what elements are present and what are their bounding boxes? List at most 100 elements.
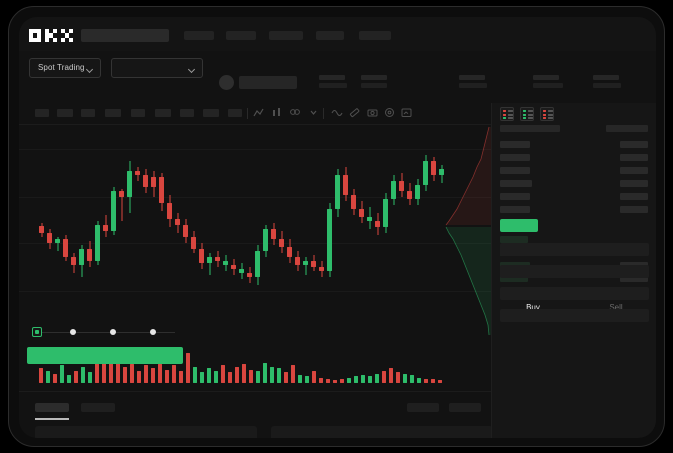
candle-body bbox=[119, 191, 124, 197]
stepper-dot-75[interactable] bbox=[150, 329, 156, 335]
candle-body bbox=[175, 219, 180, 225]
header-nav-item-5[interactable] bbox=[359, 31, 391, 40]
volume-bar bbox=[200, 372, 204, 383]
candle-23 bbox=[223, 125, 228, 337]
wave-indicator-icon[interactable] bbox=[330, 106, 343, 119]
chart-gridline bbox=[19, 149, 491, 150]
header-nav-item-1[interactable] bbox=[184, 31, 214, 40]
volume-bar bbox=[207, 368, 211, 383]
volume-bar bbox=[193, 366, 197, 383]
chart-gridline bbox=[19, 291, 491, 292]
volume-bar bbox=[186, 353, 190, 383]
timeframe-1d[interactable] bbox=[155, 109, 171, 117]
timeframe-1m[interactable] bbox=[35, 109, 49, 117]
volume-bar bbox=[109, 357, 113, 383]
trading-pair-select[interactable] bbox=[111, 58, 203, 78]
volume-bar bbox=[319, 377, 323, 383]
line-chart-icon[interactable] bbox=[252, 106, 265, 119]
stepper-handle-fill bbox=[35, 330, 39, 334]
stepper-handle[interactable] bbox=[32, 327, 42, 337]
stat-label bbox=[319, 75, 345, 80]
price-field[interactable] bbox=[500, 265, 649, 278]
volume-bar bbox=[235, 366, 239, 383]
toolbar-divider bbox=[323, 108, 324, 119]
header-nav-item-2[interactable] bbox=[226, 31, 256, 40]
candlestick-chart-icon[interactable] bbox=[270, 106, 283, 119]
volume-bar bbox=[95, 362, 99, 383]
volume-bar bbox=[130, 364, 134, 383]
bid-price bbox=[500, 275, 528, 282]
submit-order-button[interactable] bbox=[27, 347, 183, 364]
candle-11 bbox=[127, 125, 132, 337]
depth-view-bids-icon[interactable] bbox=[520, 107, 534, 121]
indicators-icon[interactable] bbox=[288, 106, 301, 119]
candle-25 bbox=[239, 125, 244, 337]
chart-gridline bbox=[19, 243, 491, 244]
volume-bar bbox=[137, 370, 141, 383]
tab-open-orders[interactable] bbox=[35, 403, 69, 412]
stepper-dot-50[interactable] bbox=[110, 329, 116, 335]
candle-19 bbox=[191, 125, 196, 337]
header-nav-item-3[interactable] bbox=[269, 31, 303, 40]
timeframe-1mo[interactable] bbox=[203, 109, 219, 117]
candle-body bbox=[391, 181, 396, 199]
camera-icon[interactable] bbox=[366, 106, 379, 119]
volume-bar bbox=[424, 378, 428, 383]
bottom-action-1[interactable] bbox=[407, 403, 439, 412]
tab-sell[interactable]: Sell bbox=[609, 303, 623, 312]
bid-qty bbox=[620, 275, 648, 282]
volume-bar bbox=[277, 368, 281, 383]
depth-view-asks-icon[interactable] bbox=[540, 107, 554, 121]
pair-name-placeholder[interactable] bbox=[239, 76, 297, 89]
candlestick-chart[interactable] bbox=[19, 125, 491, 337]
ask-price bbox=[500, 141, 530, 148]
tab-buy[interactable]: Buy bbox=[526, 303, 540, 312]
volume-bar bbox=[305, 376, 309, 383]
candle-body bbox=[407, 191, 412, 199]
candle-body bbox=[263, 229, 268, 251]
chevron-down-icon[interactable] bbox=[307, 106, 320, 119]
timeframe-15m[interactable] bbox=[81, 109, 95, 117]
candle-body bbox=[399, 181, 404, 191]
volume-bar bbox=[179, 370, 183, 383]
settings-icon[interactable] bbox=[383, 106, 396, 119]
stepper-dot-25[interactable] bbox=[70, 329, 76, 335]
candle-body bbox=[423, 161, 428, 185]
timeframe-more[interactable] bbox=[228, 109, 242, 117]
timeframe-1h[interactable] bbox=[105, 109, 121, 117]
order-type-field[interactable] bbox=[500, 243, 649, 256]
market-type-select[interactable]: Spot Trading bbox=[29, 58, 101, 78]
tablet-device-frame: Spot Trading bbox=[8, 6, 665, 447]
candle-body bbox=[415, 185, 420, 199]
total-field[interactable] bbox=[500, 309, 649, 322]
volume-bar bbox=[403, 373, 407, 383]
volume-bar bbox=[417, 377, 421, 383]
okx-logo[interactable] bbox=[29, 29, 73, 42]
candle-body bbox=[367, 217, 372, 221]
header-nav-item-4[interactable] bbox=[316, 31, 344, 40]
orderbook-header-price bbox=[500, 125, 560, 132]
candle-wick bbox=[57, 237, 58, 251]
ruler-icon[interactable] bbox=[348, 106, 361, 119]
candle-17 bbox=[175, 125, 180, 337]
market-stat-2 bbox=[361, 75, 387, 88]
volume-bar bbox=[74, 370, 78, 383]
bottom-panel-right bbox=[271, 426, 493, 438]
fullscreen-icon[interactable] bbox=[400, 106, 413, 119]
volume-bar bbox=[291, 365, 295, 383]
candle-body bbox=[359, 209, 364, 217]
tab-order-history[interactable] bbox=[81, 403, 115, 412]
candle-body bbox=[375, 221, 380, 227]
market-stat-1 bbox=[319, 75, 347, 88]
app-header bbox=[19, 17, 656, 51]
depth-view-both-icon[interactable] bbox=[500, 107, 514, 121]
candle-44 bbox=[391, 125, 396, 337]
amount-field[interactable] bbox=[500, 287, 649, 300]
volume-bar bbox=[116, 358, 120, 383]
timeframe-1w[interactable] bbox=[180, 109, 194, 117]
candle-body bbox=[223, 261, 228, 265]
timeframe-4h[interactable] bbox=[131, 109, 145, 117]
timeframe-5m[interactable] bbox=[57, 109, 73, 117]
bottom-action-2[interactable] bbox=[449, 403, 481, 412]
search-input[interactable] bbox=[81, 29, 169, 42]
